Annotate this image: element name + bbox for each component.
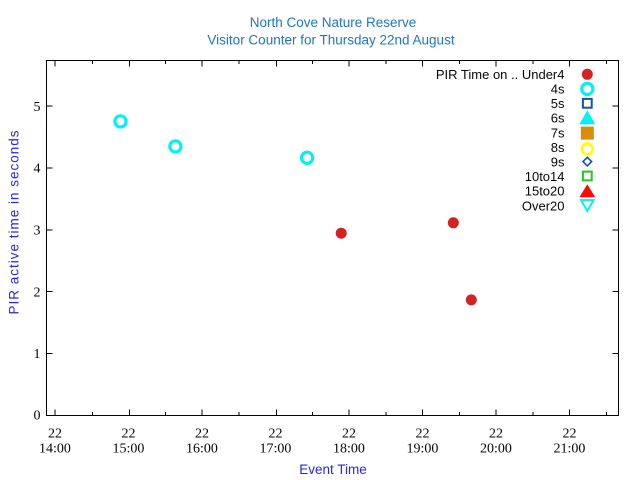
svg-text:17:00: 17:00 [260, 442, 292, 457]
svg-text:5s: 5s [551, 96, 565, 111]
svg-text:0: 0 [34, 408, 41, 423]
svg-text:2: 2 [34, 285, 41, 300]
svg-text:8s: 8s [551, 140, 565, 155]
svg-text:22: 22 [416, 427, 430, 442]
svg-text:22: 22 [563, 427, 577, 442]
svg-text:22: 22 [269, 427, 283, 442]
svg-text:18:00: 18:00 [333, 442, 365, 457]
svg-text:PIR Time on .. Under4: PIR Time on .. Under4 [436, 67, 565, 82]
svg-text:PIR active time in seconds: PIR active time in seconds [6, 129, 21, 314]
svg-text:3: 3 [34, 224, 41, 239]
svg-text:22: 22 [48, 427, 62, 442]
svg-text:15to20: 15to20 [525, 184, 565, 199]
svg-text:22: 22 [342, 427, 356, 442]
svg-text:Visitor Counter for Thursday 2: Visitor Counter for Thursday 22nd August [207, 33, 454, 48]
svg-text:1: 1 [34, 347, 41, 362]
svg-text:7s: 7s [551, 125, 565, 140]
svg-text:19:00: 19:00 [407, 442, 439, 457]
svg-text:15:00: 15:00 [113, 442, 145, 457]
svg-text:Event Time: Event Time [299, 462, 367, 477]
svg-text:4s: 4s [551, 82, 565, 97]
svg-text:16:00: 16:00 [186, 442, 218, 457]
svg-text:4: 4 [34, 162, 41, 177]
svg-text:10to14: 10to14 [525, 169, 565, 184]
svg-text:22: 22 [122, 427, 136, 442]
svg-text:5: 5 [34, 100, 41, 115]
svg-text:6s: 6s [551, 111, 565, 126]
svg-text:North Cove Nature Reserve: North Cove Nature Reserve [250, 15, 417, 30]
svg-text:14:00: 14:00 [39, 442, 71, 457]
svg-text:Over20: Over20 [522, 198, 565, 213]
svg-text:22: 22 [489, 427, 503, 442]
svg-text:20:00: 20:00 [480, 442, 512, 457]
svg-text:22: 22 [195, 427, 209, 442]
svg-text:21:00: 21:00 [554, 442, 586, 457]
svg-text:9s: 9s [551, 155, 565, 170]
